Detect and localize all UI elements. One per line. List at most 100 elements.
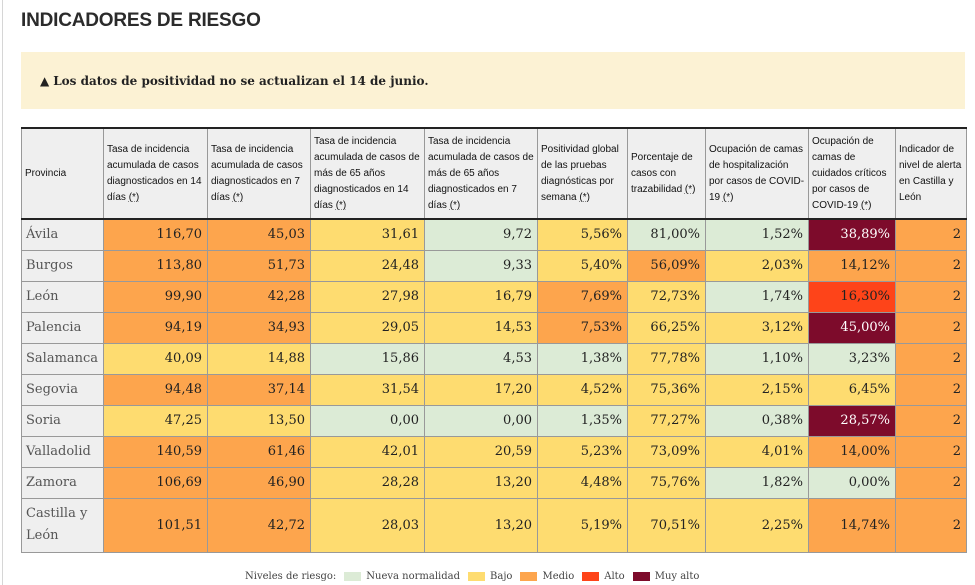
legend-item-label: Alto [604,571,625,582]
indicator-cell: 1,82% [705,466,809,499]
indicator-cell: 94,19 [103,311,208,344]
indicator-cell: 140,59 [103,435,208,468]
indicator-cell: 45,03 [207,218,311,251]
indicator-cell: 2 [895,342,967,375]
indicator-cell: 2 [895,218,967,251]
table-row: Salamanca 40,09 14,88 15,86 4,53 1,38% 77,78% 1… [21,342,967,375]
indicator-cell: 2 [895,249,967,282]
province-name: León [21,280,104,313]
column-header-label: Ocupación de camas de hospitalización po… [709,143,805,203]
province-name: Zamora [21,466,104,499]
province-name: Salamanca [21,342,104,375]
indicator-cell: 2 [895,497,967,553]
indicator-cell: 2 [895,466,967,499]
indicator-cell: 66,25% [627,311,706,344]
table-row: Zamora 106,69 46,90 28,28 13,20 4,48% 75,76% 1,… [21,466,967,499]
column-header-label: Porcentaje de casos con trazabilidad [631,151,693,195]
indicator-cell: 27,98 [310,280,425,313]
column-header-label: Indicador de nivel de alerta en Castilla… [899,143,962,203]
indicator-cell: 51,73 [207,249,311,282]
footnote-tooltip-link[interactable]: (*) [684,183,696,195]
indicator-cell: 99,90 [103,280,208,313]
footnote-tooltip-link[interactable]: (*) [722,191,734,203]
indicator-cell: 20,59 [424,435,538,468]
indicator-cell: 31,54 [310,373,425,406]
indicator-cell: 13,20 [424,497,538,553]
indicator-cell: 42,01 [310,435,425,468]
indicator-cell: 29,05 [310,311,425,344]
table-row: Palencia 94,19 34,93 29,05 14,53 7,53% 66,25% 3… [21,311,967,344]
indicator-cell: 2 [895,373,967,406]
indicator-cell: 1,38% [537,342,628,375]
indicator-cell: 2 [895,404,967,437]
column-header: Indicador de nivel de alerta en Castilla… [895,127,967,220]
legend-swatch-alto [582,572,600,581]
indicator-cell: 3,12% [705,311,809,344]
indicator-cell: 14,12% [808,249,896,282]
risk-legend: Niveles de riesgo: Nueva normalidad Bajo M… [245,571,699,582]
indicator-cell: 1,35% [537,404,628,437]
legend-swatch-nn [344,572,362,581]
column-header-label: Ocupación de camas de cuidados críticos … [812,135,887,211]
table-row: Castilla y León 101,51 42,72 28,03 13,20 5,19… [21,497,967,553]
indicator-cell: 1,74% [705,280,809,313]
legend-label: Niveles de riesgo: [245,571,337,582]
province-name: Burgos [21,249,104,282]
footnote-tooltip-link[interactable]: (*) [449,199,461,211]
indicator-cell: 31,61 [310,218,425,251]
indicator-cell: 116,70 [103,218,208,251]
footnote-tooltip-link[interactable]: (*) [232,191,244,203]
column-header-label: Tasa de incidencia acumulada de casos di… [211,143,303,203]
indicator-cell: 0,00% [808,466,896,499]
province-name: Ávila [21,218,104,251]
indicator-cell: 2,25% [705,497,809,553]
province-name: Castilla y León [21,497,104,553]
table-row: Valladolid 140,59 61,46 42,01 20,59 5,23% 73,0… [21,435,967,468]
indicator-cell: 9,72 [424,218,538,251]
indicator-cell: 101,51 [103,497,208,553]
indicator-cell: 1,52% [705,218,809,251]
footnote-tooltip-link[interactable]: (*) [128,191,140,203]
indicator-cell: 2 [895,435,967,468]
table-row: Ávila 116,70 45,03 31,61 9,72 5,56% 81,00% 1,52… [21,218,967,251]
indicator-cell: 2 [895,311,967,344]
indicator-cell: 73,09% [627,435,706,468]
indicator-cell: 56,09% [627,249,706,282]
indicator-cell: 14,53 [424,311,538,344]
legend-swatch-muy [632,572,650,581]
indicator-cell: 17,20 [424,373,538,406]
indicator-cell: 14,88 [207,342,311,375]
indicator-cell: 4,52% [537,373,628,406]
indicator-cell: 16,79 [424,280,538,313]
table-header-row: Provincia Tasa de incidencia acumulada de… [21,127,967,220]
indicator-cell: 40,09 [103,342,208,375]
table-row: León 99,90 42,28 27,98 16,79 7,69% 72,73% 1,74%… [21,280,967,313]
indicator-cell: 3,23% [808,342,896,375]
indicator-cell: 113,80 [103,249,208,282]
province-name: Valladolid [21,435,104,468]
indicator-cell: 106,69 [103,466,208,499]
legend-swatch-medio [520,572,538,581]
footnote-tooltip-link[interactable]: (*) [579,191,590,203]
province-name: Segovia [21,373,104,406]
indicator-cell: 4,53 [424,342,538,375]
indicator-cell: 5,19% [537,497,628,553]
indicator-cell: 28,28 [310,466,425,499]
indicator-cell: 4,01% [705,435,809,468]
table-row: Soria 47,25 13,50 0,00 0,00 1,35% 77,27% 0,38% 2… [21,404,967,437]
indicator-cell: 28,03 [310,497,425,553]
indicator-cell: 61,46 [207,435,311,468]
column-header: Ocupación de camas de hospitalización po… [705,127,809,220]
indicator-cell: 13,20 [424,466,538,499]
indicator-cell: 4,48% [537,466,628,499]
notice-text: Los datos de positividad no se actualiza… [53,73,429,88]
footnote-tooltip-link[interactable]: (*) [335,199,347,211]
indicator-cell: 70,51% [627,497,706,553]
footnote-tooltip-link[interactable]: (*) [860,199,872,211]
column-header-label: Positividad global de las pruebas diagnó… [541,143,619,203]
indicator-cell: 2,03% [705,249,809,282]
indicator-cell: 94,48 [103,373,208,406]
indicator-cell: 2,15% [705,373,809,406]
indicator-cell: 38,89% [808,218,896,251]
indicator-cell: 34,93 [207,311,311,344]
